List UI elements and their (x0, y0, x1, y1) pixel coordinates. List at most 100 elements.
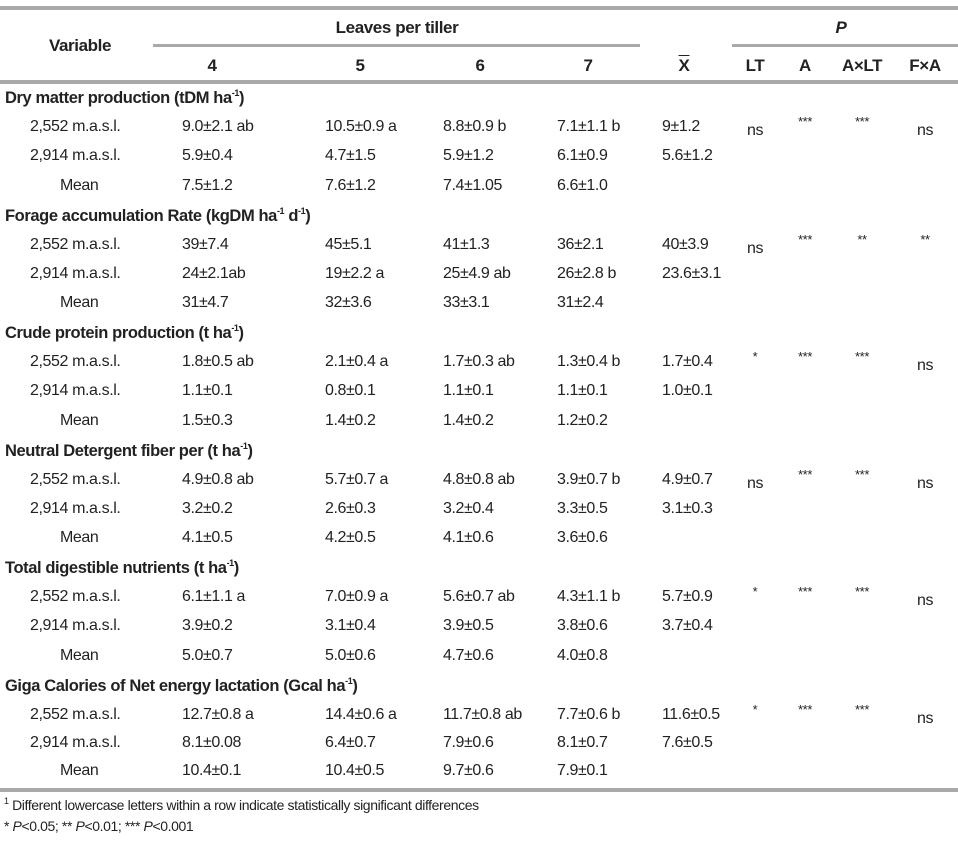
cell-value: 4.7±0.6 (443, 646, 494, 664)
row-label: 2,914 m.a.s.l. (30, 264, 121, 282)
cell-mean: 3.1±0.3 (662, 499, 713, 517)
header-p-group: P (835, 18, 847, 37)
cell-value: 3.9±0.2 (182, 617, 233, 635)
cell-value: 5.9±0.4 (182, 147, 233, 165)
cell-value: 5.0±0.6 (325, 646, 376, 664)
section-title: Neutral Detergent fiber per (t ha-1) (5, 440, 253, 461)
cell-mean: 4.9±0.7 (662, 470, 713, 488)
cell-value: 4.2±0.5 (325, 529, 376, 547)
title-text: Total digestible nutrients (t ha (5, 559, 227, 577)
cell-value: 8.8±0.9 b (443, 118, 507, 135)
cell-value: 26±2.8 b (557, 264, 616, 282)
title-text: Forage accumulation Rate (kgDM ha (5, 206, 277, 225)
leaves-group-rule (153, 44, 640, 47)
title-text: ) (238, 324, 245, 342)
cell-value: 3.1±0.4 (325, 617, 376, 635)
section-title: Total digestible nutrients (t ha-1) (5, 558, 240, 578)
cell-value: 1.7±0.3 ab (443, 353, 515, 370)
title-text: ) (233, 559, 240, 577)
row-label: 2,552 m.a.s.l. (30, 705, 121, 723)
header-leaves-7: 7 (583, 56, 593, 75)
cell-value: 8.1±0.08 (182, 733, 241, 751)
cell-value: 6.1±0.9 (557, 147, 608, 165)
title-superscript: -1 (226, 558, 235, 568)
title-text: ) (238, 89, 245, 107)
cell-value: 36±2.1 (557, 235, 604, 253)
title-superscript: -1 (231, 323, 239, 333)
cell-value: 41±1.3 (443, 235, 490, 253)
cell-p-value: *** (855, 584, 869, 599)
cell-value: 3.8±0.6 (557, 617, 608, 635)
cell-value: 4.0±0.8 (557, 646, 608, 664)
cell-value: 39±7.4 (182, 235, 229, 253)
cell-value: 8.1±0.7 (557, 733, 608, 751)
header-leaves-5: 5 (355, 56, 365, 75)
title-superscript: -1 (231, 88, 240, 98)
footnote-1: 1 Different lowercase letters within a r… (4, 796, 479, 813)
cell-value: 33±3.1 (443, 294, 490, 312)
cell-value: 31±2.4 (557, 294, 604, 312)
cell-value: 7.1±1.1 b (557, 118, 621, 135)
cell-value: 6.4±0.7 (325, 733, 376, 751)
title-superscript: -1 (276, 205, 285, 216)
cell-value: 4.1±0.5 (182, 529, 233, 547)
cell-mean: 3.7±0.4 (662, 617, 713, 635)
cell-value: 11.7±0.8 ab (443, 705, 522, 723)
section-title: Crude protein production (t ha-1) (5, 323, 245, 343)
cell-value: 3.3±0.5 (557, 499, 608, 517)
title-superscript: -1 (298, 205, 306, 216)
cell-value: 3.2±0.4 (443, 499, 494, 517)
header-leaves-group: Leaves per tiller (335, 18, 459, 37)
header-p-col: A×LT (841, 56, 883, 75)
cell-value: 31±4.7 (182, 294, 229, 312)
cell-p-value: ** (920, 231, 930, 247)
cell-p-value: *** (855, 701, 869, 717)
cell-p-value: * (752, 701, 758, 717)
cell-value: 6.6±1.0 (557, 176, 608, 194)
cell-p-value: ** (857, 231, 867, 247)
cell-value: 7.9±0.6 (443, 733, 494, 751)
title-text: d (284, 206, 299, 225)
cell-value: 9.0±2.1 ab (182, 118, 254, 135)
cell-value: 25±4.9 ab (443, 264, 511, 282)
cell-p-value: *** (798, 349, 812, 364)
cell-p-value: * (752, 584, 758, 599)
title-text: ) (352, 676, 358, 695)
cell-p-value: ns (916, 474, 934, 492)
cell-value: 1.4±0.2 (443, 411, 494, 429)
cell-value: 45±5.1 (325, 235, 372, 253)
cell-value: 5.7±0.7 a (325, 470, 389, 488)
header-mean: X (678, 56, 690, 75)
cell-value: 6.1±1.1 a (182, 588, 246, 605)
footnote-p-symbol: P (143, 818, 153, 834)
title-superscript: -1 (345, 675, 353, 686)
cell-mean: 1.0±0.1 (662, 382, 713, 400)
header-leaves-6: 6 (475, 56, 485, 75)
row-label: 2,552 m.a.s.l. (30, 470, 121, 488)
footnote-p-symbol: P (12, 818, 22, 834)
cell-mean: 5.6±1.2 (662, 147, 713, 165)
cell-value: 7.5±1.2 (182, 176, 233, 194)
row-label: 2,914 m.a.s.l. (30, 617, 121, 635)
cell-value: 5.0±0.7 (182, 646, 233, 664)
cell-p-value: *** (855, 466, 869, 482)
cell-p-value: *** (798, 584, 812, 599)
cell-value: 32±3.6 (325, 294, 372, 312)
cell-mean: 11.6±0.5 (662, 705, 720, 723)
title-text: Giga Calories of Net energy lactation (G… (5, 676, 346, 695)
footnote-2-text: <0.01; *** (84, 818, 144, 834)
title-superscript: -1 (240, 440, 248, 451)
cell-value: 19±2.2 a (325, 264, 384, 282)
cell-value: 14.4±0.6 a (325, 705, 397, 723)
cell-mean: 9±1.2 (662, 118, 700, 135)
cell-value: 4.7±1.5 (325, 147, 376, 165)
section-title: Giga Calories of Net energy lactation (G… (5, 675, 358, 696)
cell-value: 3.9±0.7 b (557, 470, 621, 488)
header-p-col: A (799, 56, 811, 75)
cell-value: 5.6±0.7 ab (443, 588, 515, 605)
cell-mean: 40±3.9 (662, 235, 709, 253)
cell-value: 3.9±0.5 (443, 617, 494, 635)
cell-value: 12.7±0.8 a (182, 705, 254, 723)
row-label: Mean (60, 176, 99, 194)
title-text: ) (305, 206, 311, 225)
